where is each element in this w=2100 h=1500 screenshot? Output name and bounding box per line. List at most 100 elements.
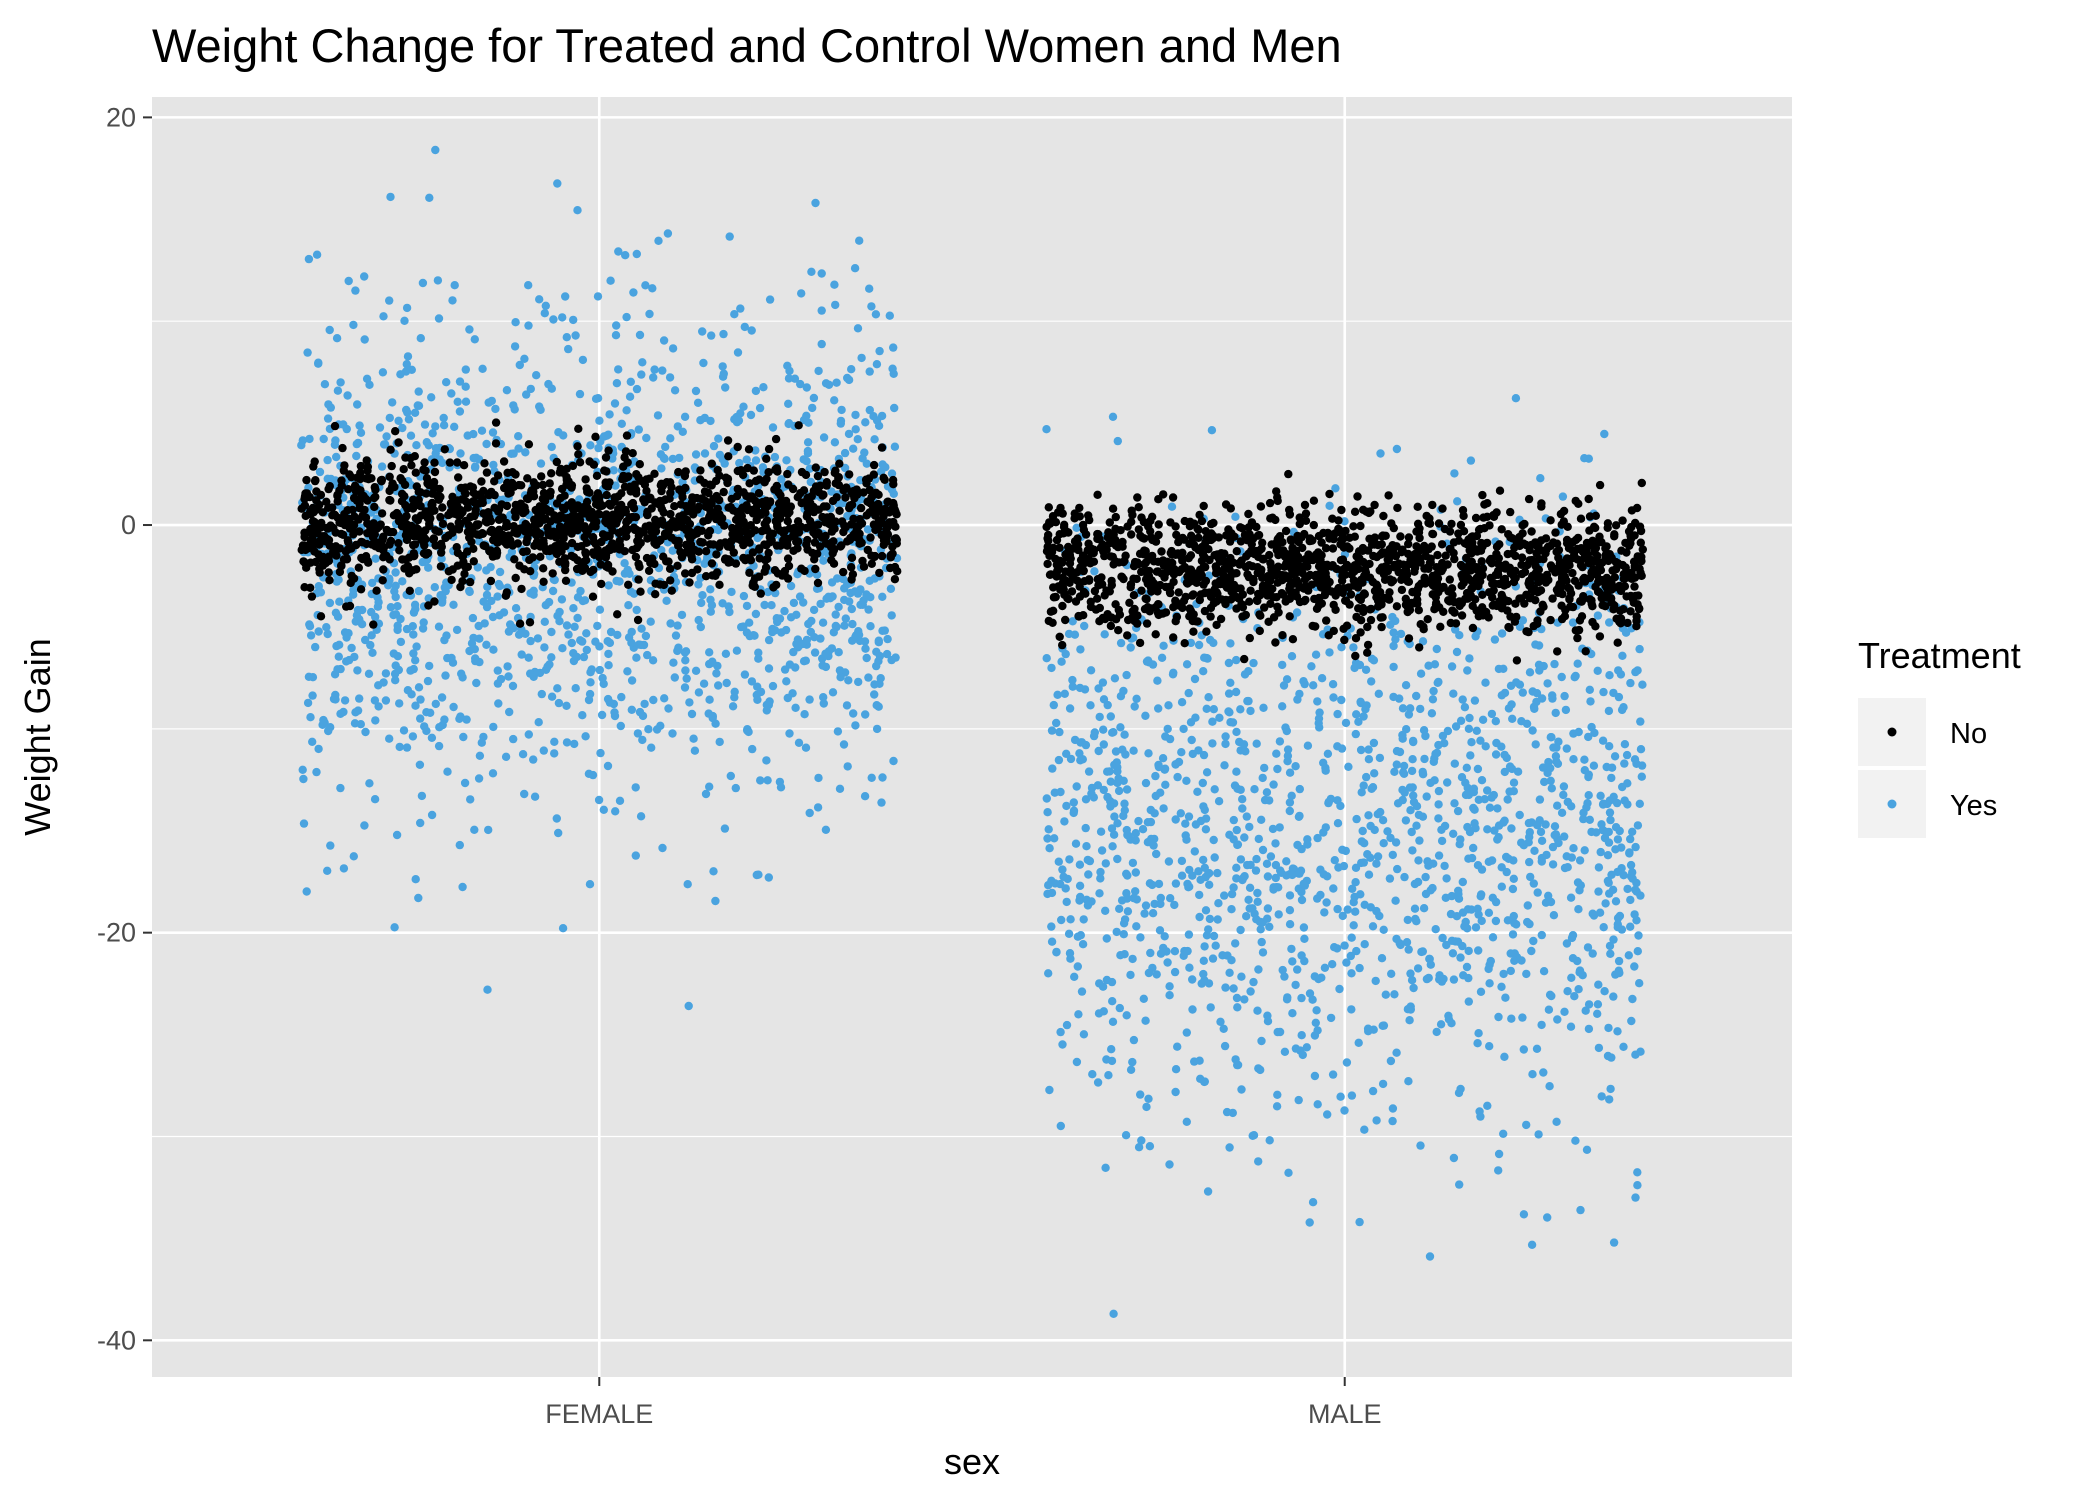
point-yes xyxy=(364,669,374,678)
point-yes xyxy=(1141,901,1151,910)
point-yes xyxy=(784,399,793,408)
point-yes xyxy=(402,405,411,415)
point-yes xyxy=(1494,1166,1503,1175)
point-yes xyxy=(1575,968,1584,977)
point-yes xyxy=(1406,806,1415,815)
point-yes xyxy=(1637,761,1647,770)
point-yes xyxy=(1497,691,1507,700)
point-yes xyxy=(1062,897,1071,907)
point-yes xyxy=(1507,700,1516,709)
point-yes xyxy=(1195,912,1204,922)
point-yes xyxy=(1488,893,1498,902)
point-yes xyxy=(1529,936,1538,946)
point-yes xyxy=(1580,755,1589,764)
point-yes xyxy=(1434,800,1443,809)
point-yes xyxy=(1375,911,1384,921)
point-yes xyxy=(708,711,717,721)
point-yes xyxy=(366,640,375,650)
point-yes xyxy=(1136,933,1145,942)
point-yes xyxy=(1233,1060,1243,1070)
point-yes xyxy=(1232,655,1241,665)
point-no xyxy=(400,514,409,523)
point-no xyxy=(478,529,487,538)
point-yes xyxy=(877,411,887,421)
point-yes xyxy=(1476,987,1486,996)
point-yes xyxy=(673,621,682,630)
point-yes xyxy=(1252,739,1261,748)
point-yes xyxy=(1298,1050,1308,1060)
point-yes xyxy=(1630,910,1639,919)
point-yes xyxy=(1360,940,1369,949)
point-yes xyxy=(720,824,730,833)
point-yes xyxy=(587,665,596,674)
point-yes xyxy=(1354,717,1363,726)
point-yes xyxy=(1336,1092,1345,1101)
point-no xyxy=(631,513,641,522)
point-yes xyxy=(1244,895,1253,904)
point-no xyxy=(848,570,858,579)
point-yes xyxy=(582,645,591,655)
point-yes xyxy=(841,614,850,623)
point-yes xyxy=(1263,914,1272,923)
point-yes xyxy=(1049,700,1059,710)
point-yes xyxy=(1404,1077,1413,1086)
point-yes xyxy=(1171,1065,1181,1074)
point-yes xyxy=(540,617,549,626)
point-yes xyxy=(414,387,423,396)
point-yes xyxy=(323,629,332,639)
point-no xyxy=(801,470,811,480)
point-yes xyxy=(700,449,710,458)
point-yes xyxy=(323,414,333,423)
point-no xyxy=(845,470,854,479)
point-yes xyxy=(1453,806,1463,816)
point-yes xyxy=(1181,819,1190,828)
point-yes xyxy=(398,577,407,586)
point-yes xyxy=(1122,1011,1131,1020)
point-yes xyxy=(524,281,533,290)
point-yes xyxy=(1594,1043,1604,1053)
point-yes xyxy=(762,700,771,710)
point-yes xyxy=(414,401,424,410)
point-yes xyxy=(1313,697,1322,706)
point-no xyxy=(644,566,654,575)
point-yes xyxy=(747,326,756,335)
point-yes xyxy=(1110,760,1119,770)
point-yes xyxy=(593,621,602,631)
point-yes xyxy=(1157,653,1167,662)
point-yes xyxy=(1569,729,1578,738)
point-yes xyxy=(840,463,850,473)
point-yes xyxy=(890,442,900,451)
point-no xyxy=(879,473,888,482)
point-yes xyxy=(1060,817,1069,826)
point-yes xyxy=(325,598,335,608)
point-yes xyxy=(1463,822,1472,832)
point-yes xyxy=(1434,740,1443,750)
point-yes xyxy=(1236,925,1245,935)
point-yes xyxy=(1190,847,1200,856)
point-no xyxy=(529,487,538,496)
point-yes xyxy=(466,795,475,804)
point-yes xyxy=(1367,784,1376,793)
point-yes xyxy=(1391,635,1400,644)
point-no xyxy=(670,502,679,511)
point-yes xyxy=(544,597,554,607)
point-no xyxy=(891,534,901,543)
point-yes xyxy=(1349,921,1358,930)
point-yes xyxy=(1058,865,1067,874)
point-yes xyxy=(1584,1000,1594,1009)
point-yes xyxy=(1329,884,1338,893)
point-no xyxy=(357,553,366,563)
point-yes xyxy=(1474,910,1483,919)
point-yes xyxy=(489,645,498,654)
point-yes xyxy=(1108,842,1117,851)
point-yes xyxy=(1584,1024,1594,1034)
point-yes xyxy=(1297,895,1307,905)
point-yes xyxy=(1599,799,1608,808)
point-yes xyxy=(762,756,771,765)
point-yes xyxy=(324,726,333,736)
point-yes xyxy=(332,577,341,586)
point-yes xyxy=(1595,908,1605,917)
point-yes xyxy=(864,605,873,614)
point-yes xyxy=(1485,979,1494,988)
point-yes xyxy=(1597,1092,1606,1101)
